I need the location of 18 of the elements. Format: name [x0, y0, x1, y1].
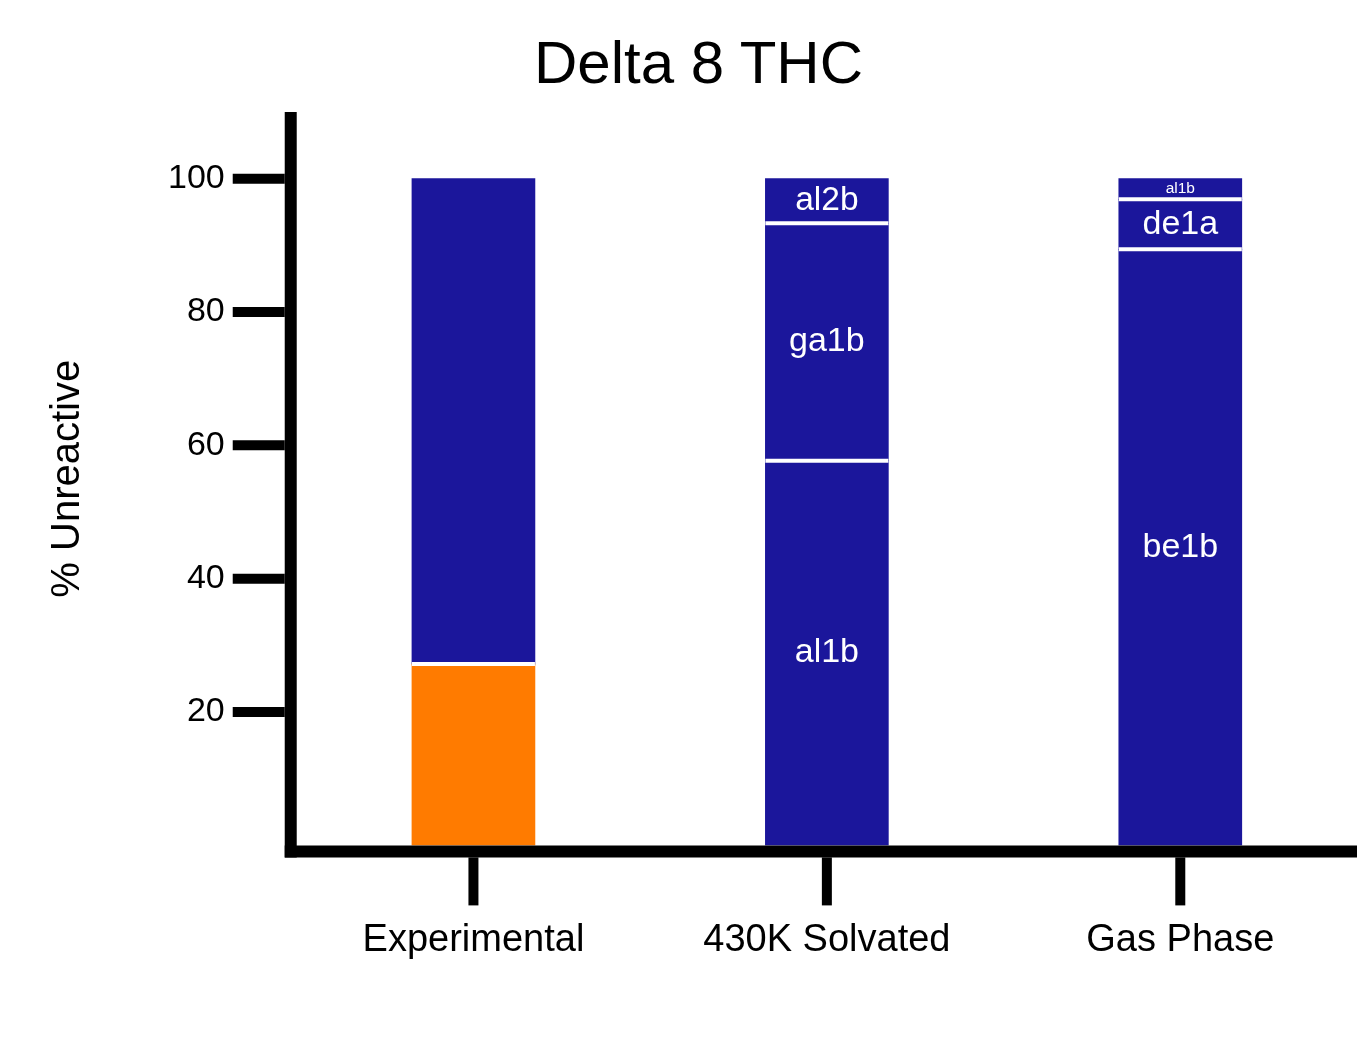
- data-label: al1b: [1165, 179, 1195, 197]
- y-axis-title: % Unreactive: [43, 359, 88, 598]
- y-tick-label: 80: [186, 290, 225, 329]
- bar: [411, 663, 536, 846]
- data-label: al1b: [794, 631, 859, 670]
- data-label: al2b: [795, 180, 859, 218]
- data-label: be1b: [1142, 525, 1219, 564]
- x-tick-label: 430K Solvated: [703, 916, 951, 959]
- data-label: ga1b: [789, 320, 865, 359]
- y-tick-label: 60: [186, 423, 225, 462]
- y-tick-label: 40: [186, 557, 225, 596]
- x-tick-label: Experimental: [362, 916, 585, 959]
- x-tick-label: Gas Phase: [1086, 916, 1275, 959]
- y-tick-label: 100: [167, 157, 225, 196]
- bar: [411, 178, 536, 665]
- data-label: de1a: [1142, 202, 1219, 241]
- chart-title: Delta 8 THC: [533, 28, 864, 96]
- y-tick-label: 20: [186, 690, 225, 729]
